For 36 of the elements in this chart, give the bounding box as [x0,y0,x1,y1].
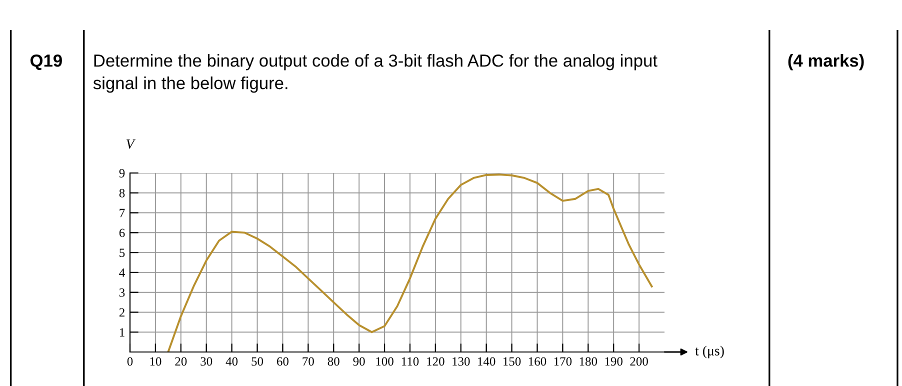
x-axis-title: t (μs) [695,346,724,358]
y-tick-label: 8 [119,188,125,198]
text: (4 marks) [788,54,864,70]
text: Determine the binary output code of a 3-bit flash ADC for the analog input signal in the below figure. [93,54,658,93]
y-tick-label: 7 [120,208,125,218]
x-tick-label: 100 [376,357,394,366]
x-tick-label: 20 [175,357,187,366]
x-tick-label: 50 [252,357,264,366]
y-tick-label: 9 [119,169,125,178]
x-tick-label: 110 [402,357,419,366]
x-tick-label: 150 [504,357,521,366]
x-tick-label: 190 [605,357,622,366]
y-tick-label: 4 [119,268,125,277]
x-tick-label: 160 [528,357,546,366]
x-tick-label: 30 [200,357,212,366]
x-tick-label: 40 [226,357,238,366]
x-tick-label: 170 [554,357,572,366]
y-tick-label: 5 [120,248,125,258]
x-tick-label: 10 [150,357,162,366]
x-tick-label: 200 [630,357,648,366]
x-tick-label: 60 [277,357,288,366]
text: Q19 [30,54,62,70]
y-tick-label: 3 [119,288,125,297]
x-tick-label: 130 [452,357,470,366]
line-series [167,174,653,352]
y-tick-label: 1 [120,328,124,336]
x-tick-label: 90 [353,357,365,366]
x-tick-label: 0 [127,357,133,366]
y-tick-label: 2 [119,308,124,317]
x-tick-label: 70 [302,357,314,366]
x-tick-label: 120 [427,357,444,366]
x-tick-label: 180 [580,357,598,366]
x-tick-label: 80 [328,357,340,366]
y-tick-label: 6 [119,228,125,238]
x-tick-label: 140 [478,357,496,366]
y-axis-title: V [126,139,136,149]
